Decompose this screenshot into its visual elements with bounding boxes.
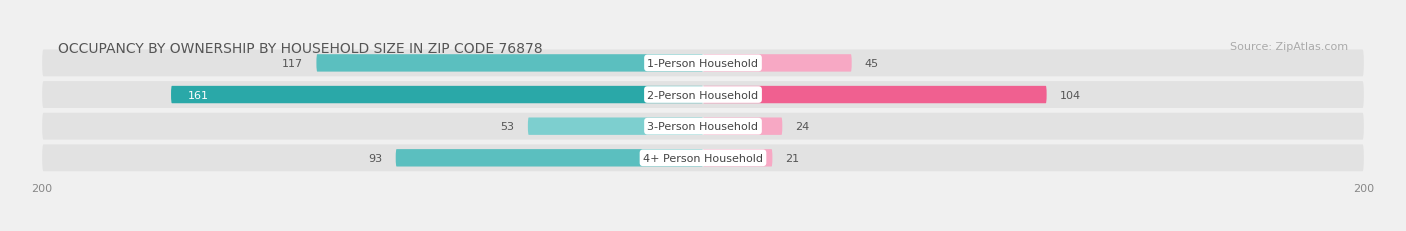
FancyBboxPatch shape (703, 149, 772, 167)
Text: 1-Person Household: 1-Person Household (648, 59, 758, 69)
FancyBboxPatch shape (172, 86, 703, 104)
Text: 2-Person Household: 2-Person Household (647, 90, 759, 100)
Text: OCCUPANCY BY OWNERSHIP BY HOUSEHOLD SIZE IN ZIP CODE 76878: OCCUPANCY BY OWNERSHIP BY HOUSEHOLD SIZE… (58, 42, 543, 55)
Text: 4+ Person Household: 4+ Person Household (643, 153, 763, 163)
FancyBboxPatch shape (703, 86, 1046, 104)
FancyBboxPatch shape (703, 118, 782, 135)
Text: 21: 21 (786, 153, 800, 163)
FancyBboxPatch shape (395, 149, 703, 167)
Text: 117: 117 (283, 59, 304, 69)
Text: 161: 161 (187, 90, 208, 100)
Text: Source: ZipAtlas.com: Source: ZipAtlas.com (1230, 42, 1348, 52)
FancyBboxPatch shape (42, 145, 1364, 171)
Text: 45: 45 (865, 59, 879, 69)
FancyBboxPatch shape (42, 113, 1364, 140)
Text: 104: 104 (1060, 90, 1081, 100)
Text: 93: 93 (368, 153, 382, 163)
Text: 53: 53 (501, 122, 515, 132)
FancyBboxPatch shape (703, 55, 852, 72)
FancyBboxPatch shape (42, 82, 1364, 109)
Text: 3-Person Household: 3-Person Household (648, 122, 758, 132)
FancyBboxPatch shape (42, 50, 1364, 77)
Text: 24: 24 (796, 122, 810, 132)
FancyBboxPatch shape (527, 118, 703, 135)
FancyBboxPatch shape (316, 55, 703, 72)
